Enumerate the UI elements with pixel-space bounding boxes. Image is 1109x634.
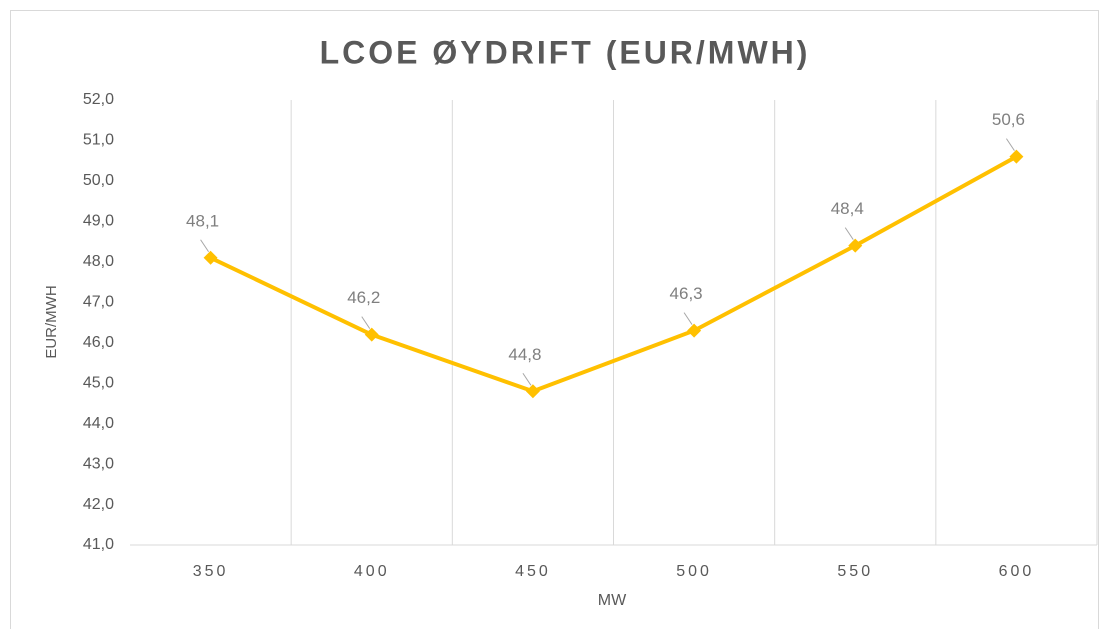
point-marker [687,323,702,338]
y-tick-label: 47,0 [83,293,114,310]
data-label: 44,8 [508,345,541,364]
y-tick-label: 41,0 [83,536,114,553]
y-tick-label: 52,0 [83,91,114,108]
data-label: 48,4 [831,199,864,218]
x-axis-label: MW [598,592,627,609]
label-leader [1006,138,1015,151]
x-tick-label: 500 [676,563,712,580]
line [209,154,1018,394]
chart-title: LCOE ØYDRIFT (EUR/MWH) [320,34,811,70]
x-tick-label: 450 [515,563,551,580]
y-tick-label: 45,0 [83,374,114,391]
label-leader [844,227,854,240]
x-tick-label: 600 [999,563,1035,580]
label-leader [683,312,693,325]
label-leader [361,316,371,329]
point-marker [364,327,379,342]
point-marker [848,238,863,253]
y-tick-label: 42,0 [83,496,114,513]
y-tick-label: 43,0 [83,455,114,472]
x-tick-label: 400 [354,563,390,580]
y-tick-label: 49,0 [83,213,114,230]
y-tick-label: 48,0 [83,253,114,270]
label-leader [200,239,209,253]
data-label: 46,3 [670,284,703,303]
chart-border [10,10,1099,634]
point-marker [525,384,540,399]
x-tick-label: 350 [193,563,229,580]
y-axis-label: EUR/MWH [43,285,60,358]
point-marker [203,250,218,265]
y-tick-label: 51,0 [83,132,114,149]
data-label: 50,6 [992,110,1025,129]
data-label: 46,2 [347,288,380,307]
y-tick-label: 44,0 [83,415,114,432]
y-tick-label: 46,0 [83,334,114,351]
point-marker [1009,149,1024,164]
y-tick-label: 50,0 [83,172,114,189]
data-label: 48,1 [186,211,219,230]
label-leader [522,372,532,386]
x-tick-label: 550 [837,563,873,580]
